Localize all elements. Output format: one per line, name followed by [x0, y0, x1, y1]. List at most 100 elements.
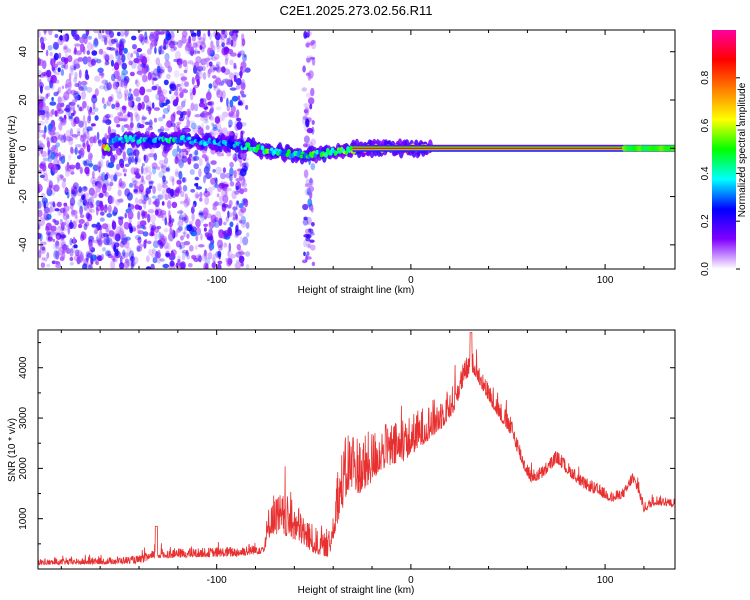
noise-cell [156, 256, 161, 264]
noise-cell [167, 37, 172, 46]
noise-cell [70, 171, 75, 175]
noise-cell [79, 166, 83, 174]
noise-cell [234, 153, 237, 163]
noise-cell [176, 110, 182, 115]
noise-cell [240, 206, 247, 213]
noise-cell [76, 94, 82, 101]
noise-cell [307, 198, 313, 208]
noise-cell [123, 32, 126, 38]
noise-cell [151, 162, 158, 170]
noise-cell [126, 246, 132, 255]
noise-cell [157, 86, 162, 95]
noise-cell [65, 129, 72, 139]
spectrogram-signal [101, 129, 675, 165]
signal-cell [134, 135, 139, 141]
noise-cell [59, 219, 63, 223]
noise-cell [148, 180, 155, 184]
noise-cell [185, 197, 191, 206]
y-tick-label: 1000 [18, 507, 29, 530]
noise-cell [303, 169, 309, 179]
noise-cell [55, 240, 60, 247]
noise-cell [94, 115, 99, 121]
noise-cell [212, 75, 217, 79]
noise-cell [179, 73, 185, 77]
noise-cell [104, 203, 108, 209]
noise-cell [309, 191, 313, 199]
noise-cell [60, 117, 67, 126]
noise-cell [69, 261, 74, 266]
noise-cell [63, 133, 66, 143]
noise-cell [70, 209, 76, 217]
noise-cell [86, 56, 92, 63]
colorbar-tick-label: 0.0 [700, 262, 711, 276]
noise-cell [74, 43, 81, 47]
noise-cell [86, 207, 92, 213]
noise-cell [69, 237, 73, 246]
noise-cell [203, 249, 208, 259]
noise-cell [124, 212, 127, 219]
noise-cell [238, 255, 245, 264]
y-tick-label: 20 [18, 94, 29, 106]
noise-cell [97, 67, 104, 74]
noise-cell [241, 182, 248, 188]
noise-cell [156, 225, 162, 230]
noise-cell [92, 94, 97, 99]
noise-cell [158, 94, 166, 103]
noise-cell [56, 201, 62, 208]
noise-cell [226, 249, 233, 258]
noise-cell [217, 263, 222, 269]
noise-cell [68, 72, 72, 82]
noise-cell [105, 227, 110, 233]
noise-cell [222, 116, 225, 121]
noise-cell [110, 38, 117, 44]
noise-cell [305, 228, 310, 235]
noise-cell [43, 131, 46, 140]
noise-cell [159, 209, 167, 216]
colorbar-bar [712, 30, 736, 269]
noise-cell [163, 79, 169, 86]
noise-cell [209, 129, 217, 138]
noise-cell [167, 200, 172, 209]
noise-cell [86, 140, 89, 148]
noise-cell [127, 211, 134, 220]
noise-cell [239, 50, 245, 56]
noise-cell [109, 30, 115, 38]
noise-cell [122, 118, 128, 122]
noise-cell [163, 228, 169, 233]
noise-cell [95, 184, 102, 193]
noise-cell [203, 168, 211, 173]
noise-cell [209, 48, 214, 55]
noise-cell [60, 155, 66, 164]
colorbar-tick-label: 0.2 [700, 214, 711, 228]
y-tick-label: 0 [18, 145, 29, 151]
noise-cell [86, 128, 90, 133]
noise-cell [210, 56, 218, 61]
noise-cell [217, 260, 223, 265]
noise-cell [306, 256, 312, 260]
noise-cell [230, 52, 237, 57]
noise-cell [114, 170, 119, 179]
noise-cell [119, 224, 123, 232]
noise-cell [223, 242, 228, 248]
noise-cell [44, 199, 48, 207]
noise-cell [96, 236, 99, 242]
noise-cell [55, 263, 61, 269]
noise-cell [161, 102, 168, 107]
noise-cell [174, 168, 179, 175]
noise-cell [163, 30, 167, 35]
noise-cell [121, 237, 127, 246]
noise-cell [47, 232, 51, 240]
noise-cell [184, 81, 189, 87]
noise-cell [44, 125, 47, 134]
noise-cell [215, 38, 220, 47]
noise-cell [142, 231, 149, 237]
noise-cell [194, 191, 199, 200]
noise-cell [164, 52, 170, 62]
noise-cell [188, 120, 196, 124]
noise-cell [190, 230, 197, 237]
noise-cell [191, 254, 197, 260]
noise-cell [148, 181, 154, 188]
noise-cell [68, 154, 72, 161]
noise-cell [199, 98, 204, 104]
noise-cell [65, 135, 72, 142]
